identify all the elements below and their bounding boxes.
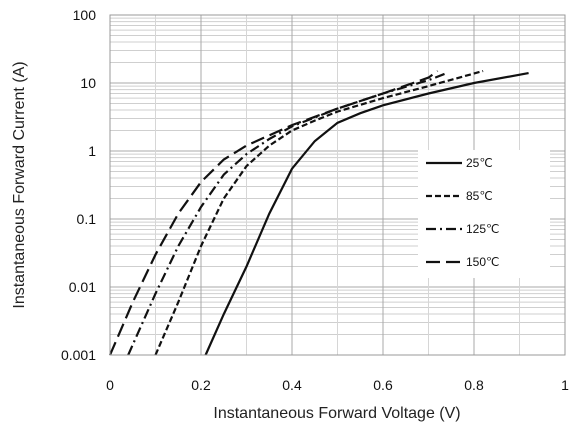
x-tick-label: 1 <box>561 377 569 393</box>
y-axis-title: Instantaneous Forward Current (A) <box>11 61 28 308</box>
y-tick-label: 10 <box>80 75 96 91</box>
y-tick-label: 0.1 <box>77 211 97 227</box>
legend: 25℃ 85℃ 125℃ 150℃ <box>426 156 500 269</box>
y-tick-label: 1 <box>88 143 96 159</box>
y-tick-label: 100 <box>73 7 97 23</box>
x-tick-label: 0.4 <box>282 377 302 393</box>
y-tick-label: 0.001 <box>61 347 96 363</box>
legend-label: 25℃ <box>466 156 493 170</box>
legend-label: 85℃ <box>466 189 493 203</box>
y-tick-label: 0.01 <box>69 279 96 295</box>
legend-label: 150℃ <box>466 255 500 269</box>
x-tick-label: 0.6 <box>373 377 393 393</box>
series-line <box>204 72 529 356</box>
plot-frame <box>109 14 566 356</box>
series-lines <box>108 69 529 356</box>
x-tick-label: 0 <box>106 377 114 393</box>
legend-background <box>418 150 550 278</box>
legend-label: 125℃ <box>466 222 500 236</box>
x-tick-label: 0.2 <box>191 377 211 393</box>
x-tick-label: 0.8 <box>464 377 484 393</box>
series-line <box>154 69 484 356</box>
series-line <box>127 72 448 356</box>
x-axis-title: Instantaneous Forward Voltage (V) <box>213 405 460 422</box>
tick-labels: 0 0.2 0.4 0.6 0.8 1 0.001 0.01 0.1 1 10 100 <box>61 7 569 393</box>
series-line <box>108 70 439 356</box>
